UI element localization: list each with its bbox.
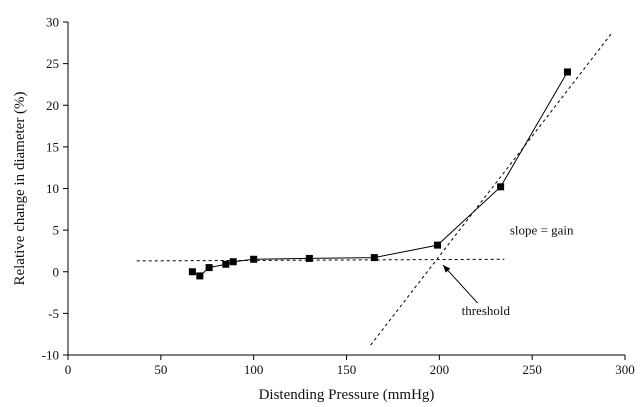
data-points [188, 68, 571, 280]
y-tick-label: 10 [46, 181, 59, 196]
data-point [370, 254, 378, 262]
y-tick-label: 20 [46, 98, 59, 113]
data-point [196, 272, 204, 280]
x-tick-label: 0 [65, 362, 72, 377]
annotation-label: slope = gain [510, 222, 574, 237]
data-point [229, 258, 237, 266]
x-tick-label: 150 [337, 362, 357, 377]
data-point [497, 183, 505, 191]
x-tick-label: 50 [154, 362, 167, 377]
data-point [305, 254, 313, 262]
x-tick-label: 250 [522, 362, 542, 377]
data-point [433, 241, 441, 249]
data-point [205, 264, 213, 272]
data-line [192, 71, 568, 277]
data-point [188, 268, 196, 276]
x-tick-label: 300 [615, 362, 635, 377]
annotations: slope = gain threshold [442, 222, 574, 318]
data-point [250, 255, 258, 263]
x-axis-title: Distending Pressure (mmHg) [259, 387, 435, 403]
y-axis-title: Relative change in diameter (%) [12, 91, 28, 285]
y-tick-label: 0 [53, 264, 60, 279]
dashed-reference-line [136, 258, 505, 262]
x-tick-label: 200 [430, 362, 450, 377]
annotation-arrow [442, 264, 478, 304]
data-point [222, 260, 230, 268]
reference-lines [136, 32, 613, 346]
annotation-label: threshold [462, 303, 511, 318]
y-tick-label: -10 [42, 348, 59, 363]
dashed-reference-line [370, 32, 613, 346]
arrow-head-icon [443, 265, 451, 273]
y-tick-label: 30 [46, 15, 59, 30]
y-tick-label: -5 [48, 306, 59, 321]
x-tick-label: 100 [244, 362, 264, 377]
data-point [563, 68, 571, 76]
y-tick-label: 25 [46, 56, 59, 71]
y-tick-label: 15 [46, 139, 59, 154]
series-line [192, 71, 568, 277]
y-tick-label: 5 [53, 223, 60, 238]
